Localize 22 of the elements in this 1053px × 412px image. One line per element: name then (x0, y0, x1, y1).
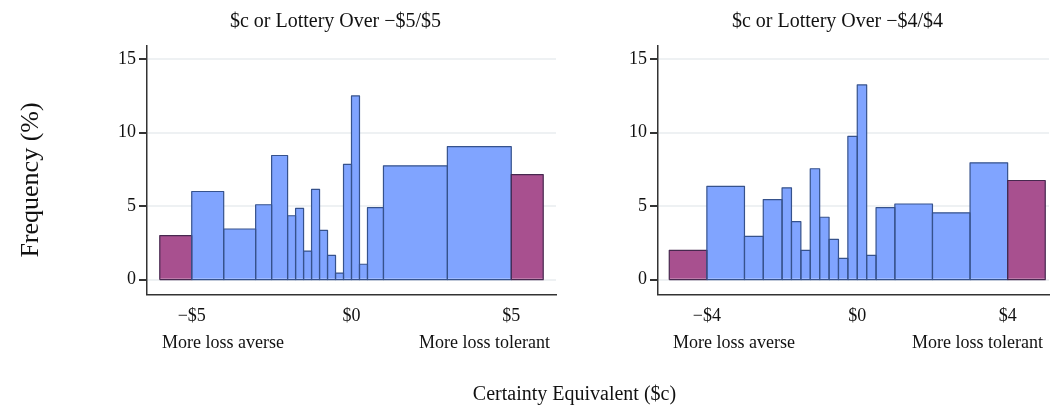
y-tick-label: 5 (127, 194, 136, 215)
text: More loss averse (673, 332, 795, 353)
y-axis-title: Frequency (%) (15, 101, 45, 260)
y-tick-label: 5 (638, 194, 647, 215)
x-tick-label: $0 (848, 304, 867, 325)
x-axis-title: Certainty Equivalent ($c) (471, 382, 678, 405)
x-tick-label: −$4 (692, 304, 721, 325)
y-tick-label: 10 (629, 121, 647, 142)
x-tick-label: $5 (502, 304, 521, 325)
chart-title: $c or Lottery Over −$4/$4 (731, 9, 944, 33)
text: More loss tolerant (912, 332, 1043, 353)
y-tick-label: 10 (118, 121, 136, 142)
text: More loss tolerant (419, 332, 550, 353)
text: More loss averse (162, 332, 284, 353)
x-tick-label: $0 (342, 304, 361, 325)
x-tick-label: −$5 (177, 304, 206, 325)
y-tick-label: 15 (118, 47, 136, 68)
y-tick-label: 15 (629, 47, 647, 68)
y-tick-label: 0 (127, 268, 136, 289)
chart-title: $c or Lottery Over −$5/$5 (229, 9, 442, 33)
y-tick-label: 0 (638, 268, 647, 289)
x-tick-label: $4 (998, 304, 1017, 325)
